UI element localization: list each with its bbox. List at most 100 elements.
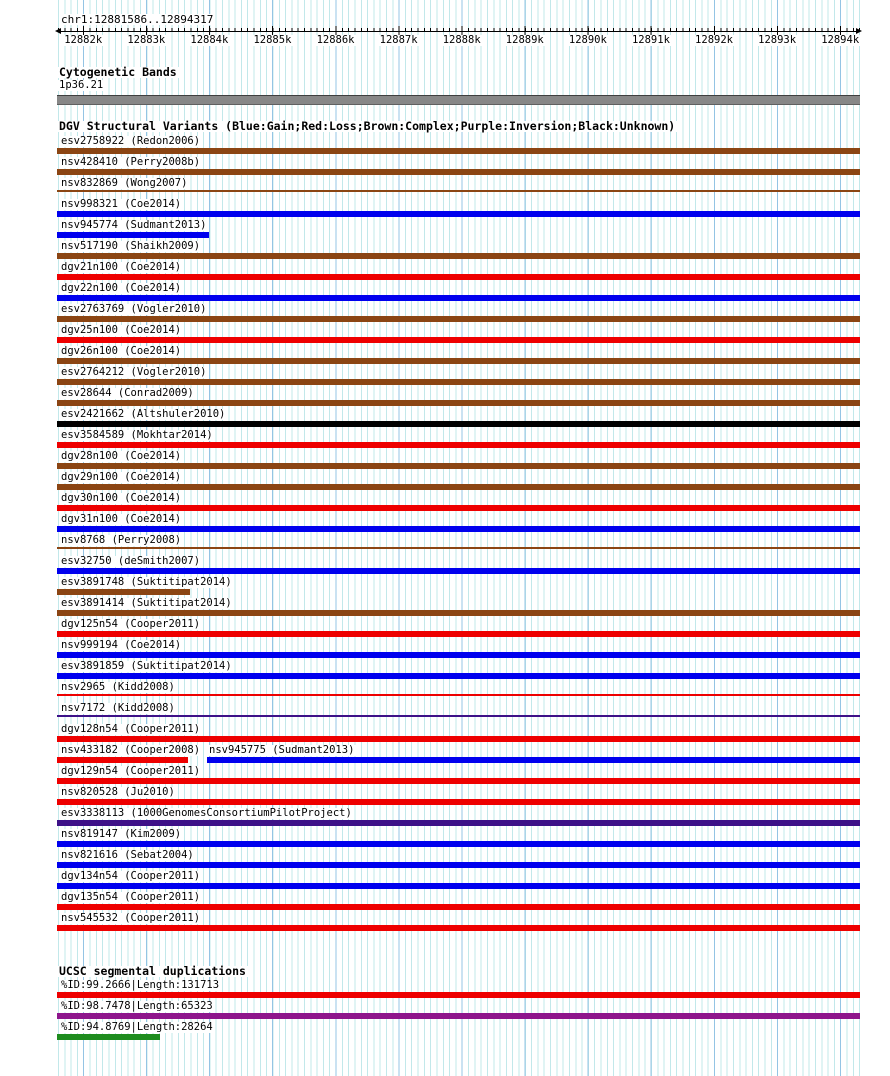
feature-bar[interactable] — [57, 715, 860, 717]
feature-bar[interactable] — [57, 673, 860, 679]
feature-label: esv3891414 (Suktitipat2014) — [59, 597, 234, 609]
feature-label: esv2764212 (Vogler2010) — [59, 366, 209, 378]
feature-bar[interactable] — [57, 274, 860, 280]
feature-label: nsv433182 (Cooper2008) — [59, 744, 203, 756]
feature-bar[interactable] — [57, 1034, 160, 1040]
feature-label: nsv517190 (Shaikh2009) — [59, 240, 203, 252]
feature-bar[interactable] — [57, 820, 860, 826]
ruler-axis-line — [57, 31, 860, 32]
ruler-major-ticks-below — [57, 32, 860, 35]
feature-label: %ID:94.8769|Length:28264 — [59, 1021, 215, 1033]
dgv-track-title: DGV Structural Variants (Blue:Gain;Red:L… — [57, 119, 678, 133]
feature-bar[interactable] — [57, 484, 860, 490]
ruler-tick-label: 12882k — [62, 34, 105, 46]
region-label: chr1:12881586..12894317 — [59, 13, 216, 26]
feature-bar[interactable] — [57, 526, 860, 532]
ruler-tick-label: 12892k — [693, 34, 735, 46]
feature-label: dgv28n100 (Coe2014) — [59, 450, 184, 462]
feature-label: esv28644 (Conrad2009) — [59, 387, 196, 399]
feature-bar[interactable] — [57, 883, 860, 889]
feature-bar[interactable] — [57, 862, 860, 868]
ruler-tick-labels: 12882k 12883k 12884k 12885k 12886k 12887k 1288… — [57, 34, 862, 47]
feature-label: dgv125n54 (Cooper2011) — [59, 618, 203, 630]
feature-label: nsv832869 (Wong2007) — [59, 177, 190, 189]
feature-bar[interactable] — [57, 190, 860, 192]
feature-bar[interactable] — [57, 736, 860, 742]
feature-bar[interactable] — [57, 1013, 860, 1019]
feature-bar[interactable] — [207, 757, 860, 763]
feature-bar[interactable] — [57, 400, 860, 406]
feature-label: %ID:99.2666|Length:131713 — [59, 979, 222, 991]
feature-bar[interactable] — [57, 610, 860, 616]
feature-label: esv32750 (deSmith2007) — [59, 555, 203, 567]
feature-label: esv2421662 (Altshuler2010) — [59, 408, 228, 420]
feature-label: nsv999194 (Coe2014) — [59, 639, 184, 651]
feature-bar[interactable] — [57, 211, 860, 217]
feature-bar[interactable] — [57, 379, 860, 385]
ruler-tick-label: 12889k — [503, 34, 546, 46]
feature-label: dgv25n100 (Coe2014) — [59, 324, 184, 336]
cytogenetic-band-label: 1p36.21 — [57, 79, 106, 91]
feature-bar[interactable] — [57, 295, 860, 301]
ruler-tick-label: 12884k — [188, 34, 231, 46]
feature-bar[interactable] — [57, 841, 860, 847]
feature-label: dgv21n100 (Coe2014) — [59, 261, 184, 273]
feature-label: dgv26n100 (Coe2014) — [59, 345, 184, 357]
feature-bar[interactable] — [57, 253, 860, 259]
ruler-tick-label: 12893k — [756, 34, 799, 46]
feature-bar[interactable] — [57, 169, 860, 175]
feature-bar[interactable] — [57, 337, 860, 343]
feature-label: nsv945774 (Sudmant2013) — [59, 219, 209, 231]
feature-label: esv3584589 (Mokhtar2014) — [59, 429, 215, 441]
feature-bar[interactable] — [57, 992, 860, 998]
feature-label: nsv428410 (Perry2008b) — [59, 156, 203, 168]
feature-bar[interactable] — [57, 925, 860, 931]
feature-bar[interactable] — [57, 232, 209, 238]
segdup-track-title: UCSC segmental duplications — [57, 964, 248, 978]
feature-label: nsv8768 (Perry2008) — [59, 534, 184, 546]
ruler-minor-ticks — [57, 28, 860, 31]
feature-bar[interactable] — [57, 652, 860, 658]
feature-bar[interactable] — [57, 505, 860, 511]
feature-label: esv3338113 (1000GenomesConsortiumPilotPr… — [59, 807, 354, 819]
feature-label: dgv30n100 (Coe2014) — [59, 492, 184, 504]
feature-label: dgv134n54 (Cooper2011) — [59, 870, 203, 882]
feature-bar[interactable] — [57, 358, 860, 364]
feature-bar[interactable] — [57, 463, 860, 469]
feature-bar[interactable] — [57, 589, 190, 595]
feature-label: esv3891748 (Suktitipat2014) — [59, 576, 234, 588]
feature-bar[interactable] — [57, 568, 860, 574]
feature-label: esv2758922 (Redon2006) — [59, 135, 203, 147]
feature-bar[interactable] — [57, 904, 860, 910]
ruler-tick-label: 12891k — [629, 34, 672, 46]
feature-bar[interactable] — [57, 799, 860, 805]
ruler-tick-label: 12885k — [251, 34, 294, 46]
feature-label: nsv820528 (Ju2010) — [59, 786, 177, 798]
feature-label: nsv945775 (Sudmant2013) — [207, 744, 357, 756]
feature-label: dgv135n54 (Cooper2011) — [59, 891, 203, 903]
feature-bar[interactable] — [57, 694, 860, 696]
feature-bar[interactable] — [57, 547, 860, 549]
feature-label: dgv29n100 (Coe2014) — [59, 471, 184, 483]
ruler-right-arrow-icon — [856, 28, 862, 34]
feature-bar[interactable] — [57, 316, 860, 322]
feature-bar[interactable] — [57, 421, 860, 427]
feature-bar[interactable] — [57, 442, 860, 448]
ruler-tick-label: 12886k — [314, 34, 357, 46]
cytogenetic-bands-title: Cytogenetic Bands — [57, 65, 179, 79]
feature-label: esv3891859 (Suktitipat2014) — [59, 660, 234, 672]
feature-label: dgv129n54 (Cooper2011) — [59, 765, 203, 777]
feature-label: dgv22n100 (Coe2014) — [59, 282, 184, 294]
ruler-tick-label: 12883k — [125, 34, 168, 46]
feature-bar[interactable] — [57, 778, 860, 784]
ruler-tick-label: 12894k — [819, 34, 862, 46]
feature-bar[interactable] — [57, 148, 860, 154]
feature-label: nsv545532 (Cooper2011) — [59, 912, 203, 924]
feature-label: nsv998321 (Coe2014) — [59, 198, 184, 210]
feature-bar[interactable] — [57, 757, 188, 763]
feature-bar[interactable] — [57, 631, 860, 637]
ruler-tick-label: 12887k — [377, 34, 420, 46]
cytogenetic-band-bar — [57, 95, 860, 105]
ruler-tick-label: 12890k — [566, 34, 609, 46]
